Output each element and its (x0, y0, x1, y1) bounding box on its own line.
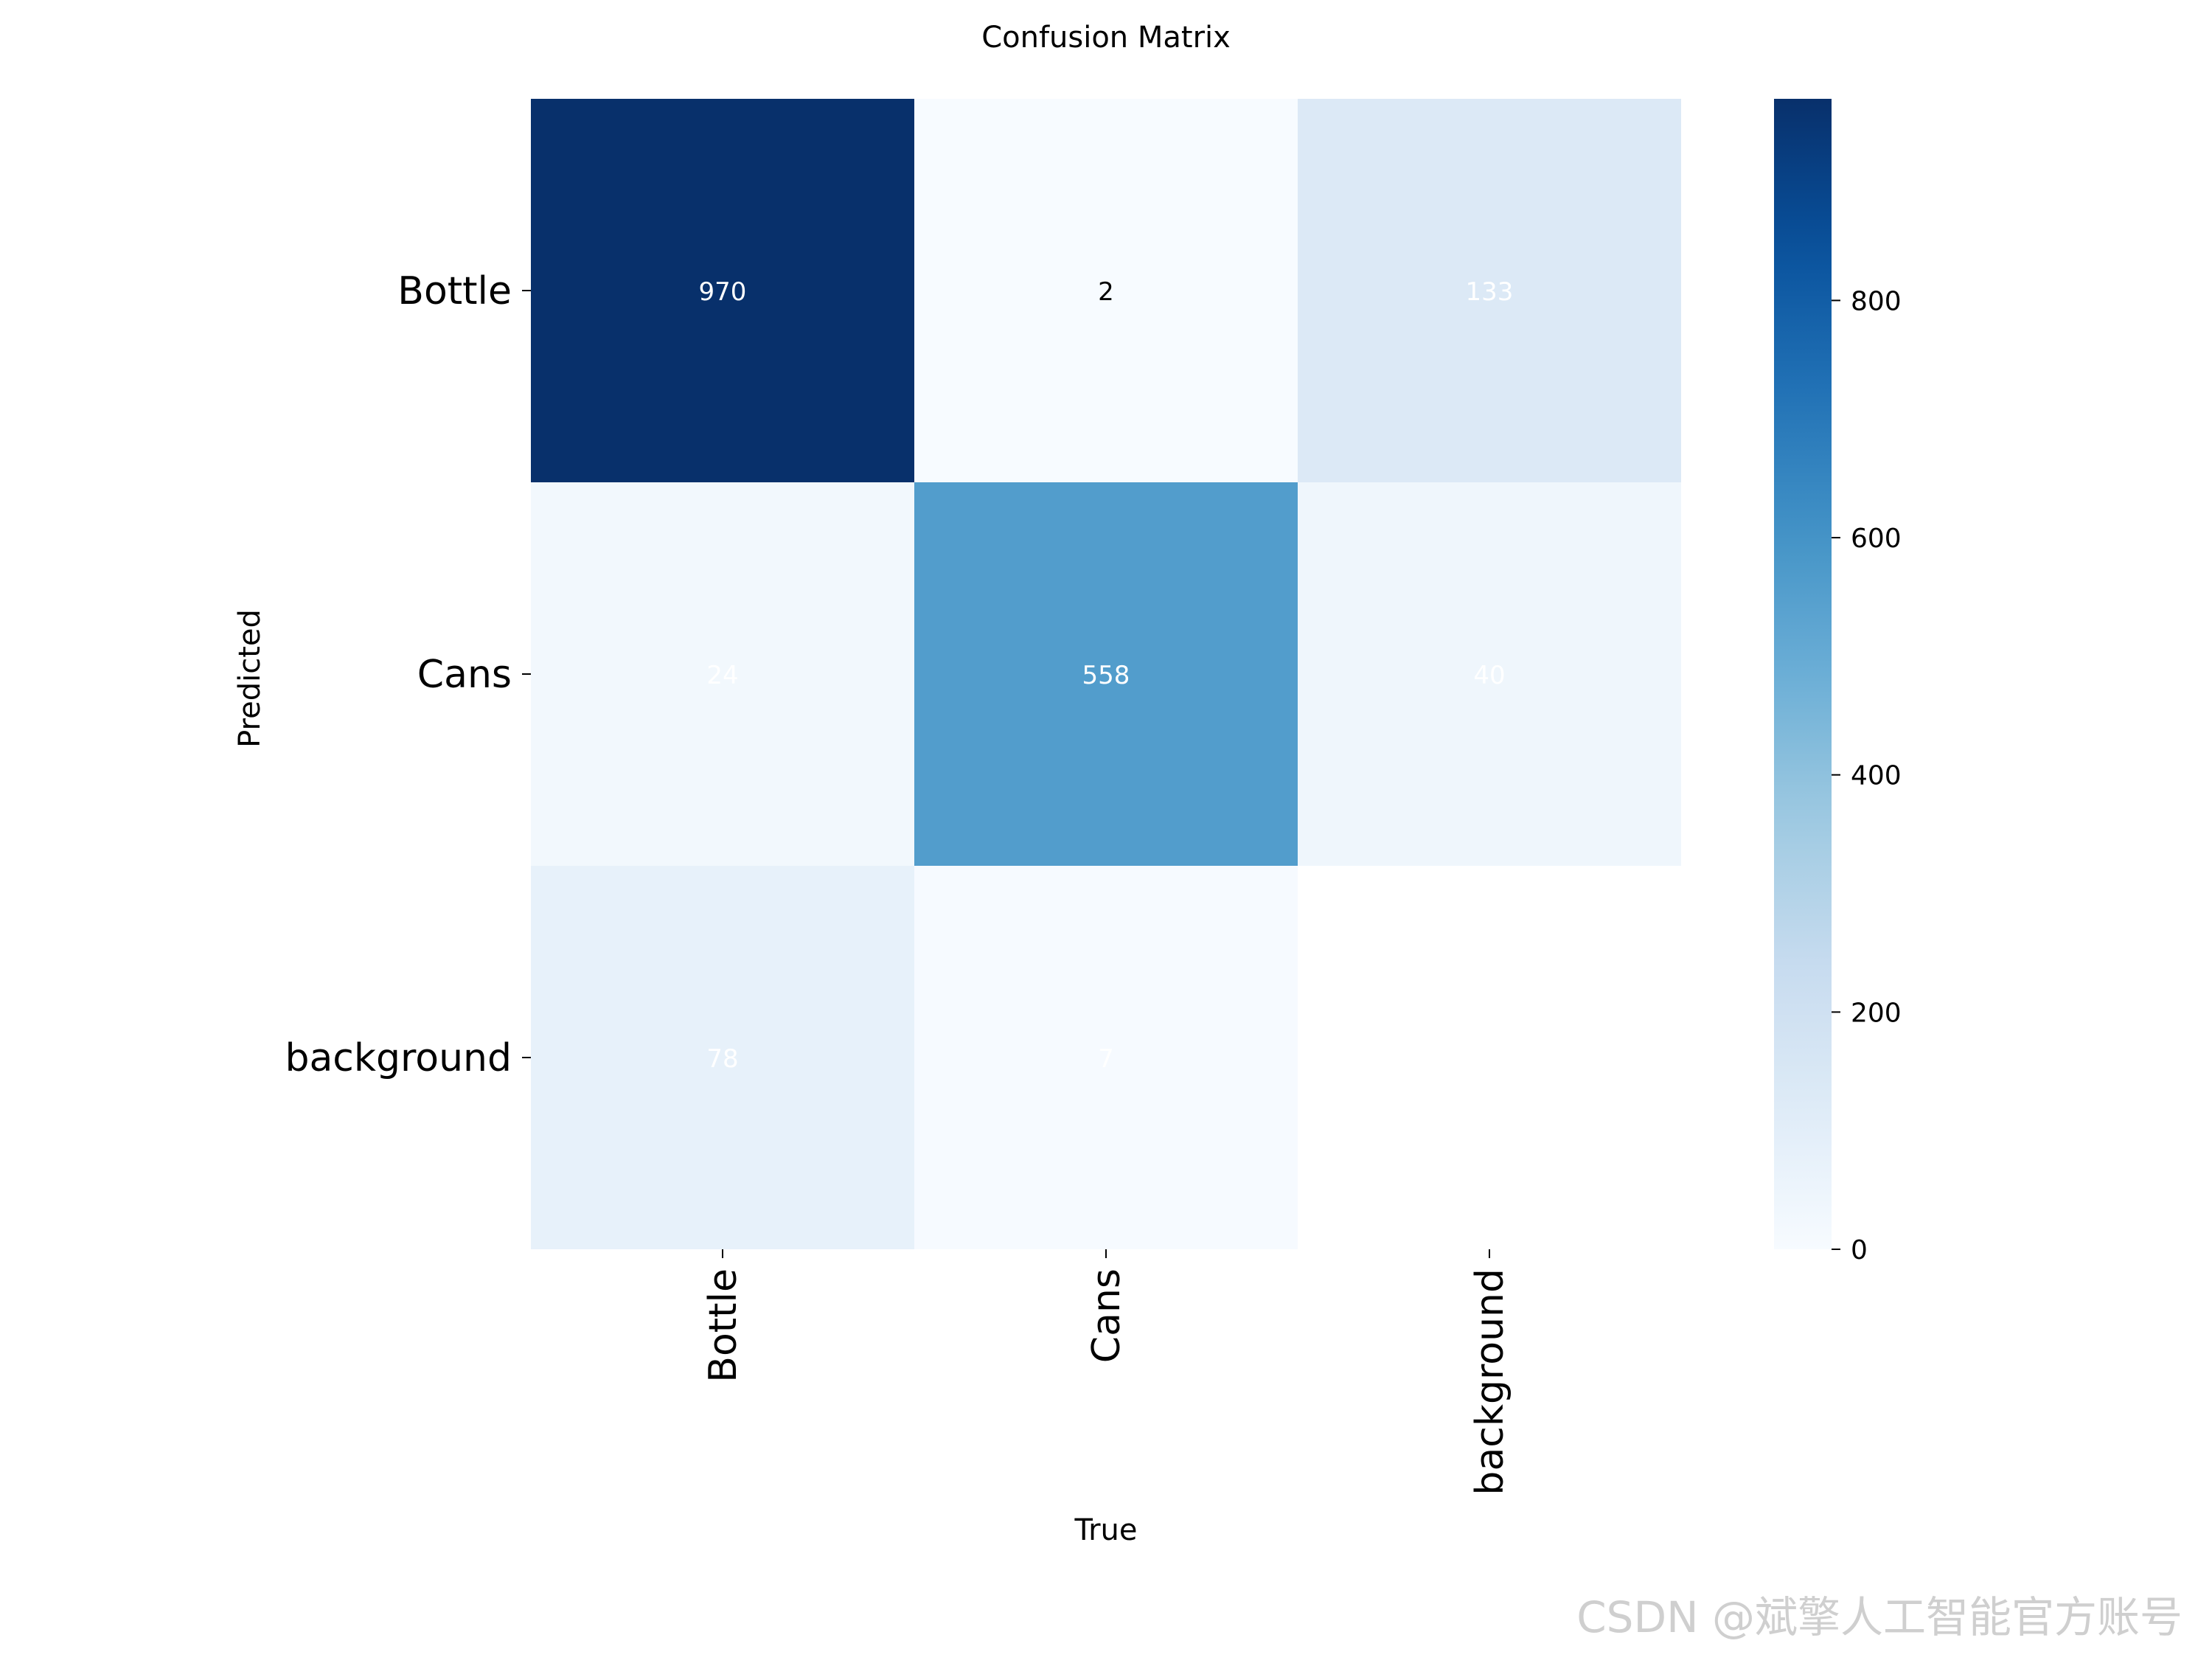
x-tick-label-1: Cans (1085, 1268, 1129, 1363)
x-axis-ticks: Bottle Cans background (701, 1249, 1512, 1496)
cell-value-label-1-1: 558 (1082, 661, 1130, 690)
y-axis-label: Predicted (233, 609, 267, 748)
heatmap-cell-0-2 (1298, 99, 1681, 482)
cell-value-labels: 970 2 133 24 558 40 78 7 (699, 277, 1514, 1074)
cell-value-label-2-1: 7 (1098, 1044, 1114, 1074)
heatmap-cell-2-1 (914, 866, 1298, 1249)
x-axis-label: True (1074, 1513, 1138, 1547)
colorbar-tick-label-4: 800 (1851, 286, 1902, 316)
cell-value-label-2-0: 78 (706, 1044, 738, 1074)
heatmap-cell-2-2 (1298, 866, 1681, 1249)
heatmap-cell-1-1 (914, 482, 1298, 866)
y-tick-label-2: background (285, 1036, 512, 1080)
cell-value-label-0-0: 970 (699, 277, 747, 307)
heatmap-cells (531, 99, 1681, 1249)
heatmap-cell-0-0 (531, 99, 914, 482)
cell-value-label-0-2: 133 (1466, 277, 1514, 307)
x-tick-label-0: Bottle (701, 1268, 745, 1383)
colorbar-gradient (1774, 99, 1832, 1249)
y-tick-label-0: Bottle (397, 269, 512, 313)
cell-value-label-1-0: 24 (706, 661, 738, 690)
colorbar-tick-label-2: 400 (1851, 761, 1902, 791)
heatmap-cell-1-0 (531, 482, 914, 866)
chart-title: Confusion Matrix (981, 21, 1231, 55)
y-axis-ticks: Bottle Cans background (285, 269, 531, 1080)
y-tick-label-1: Cans (417, 653, 512, 697)
cell-value-label-1-2: 40 (1473, 661, 1505, 690)
colorbar-tick-label-1: 200 (1851, 998, 1902, 1028)
heatmap-cell-1-2 (1298, 482, 1681, 866)
heatmap-cell-0-1 (914, 99, 1298, 482)
colorbar-tick-label-3: 600 (1851, 524, 1902, 554)
cell-value-label-0-1: 2 (1098, 277, 1114, 307)
watermark: CSDN @斌擎人工智能官方账号 (1576, 1592, 2183, 1642)
colorbar: 0 200 400 600 800 (1774, 99, 1902, 1266)
x-tick-label-2: background (1468, 1268, 1512, 1496)
colorbar-tick-label-0: 0 (1851, 1235, 1868, 1266)
heatmap-cell-2-0 (531, 866, 914, 1249)
